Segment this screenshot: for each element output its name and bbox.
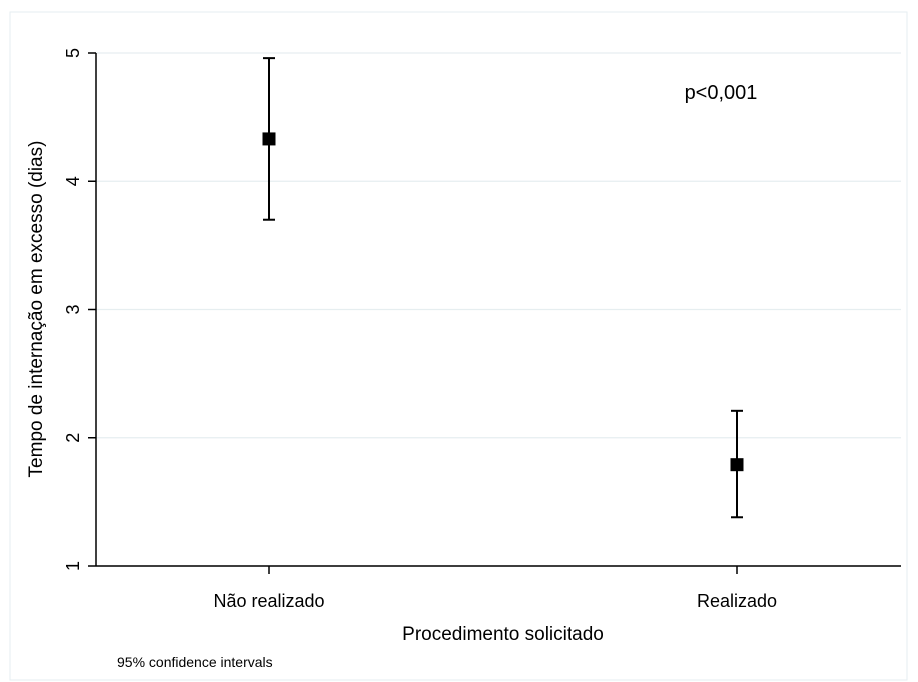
y-tick-label-3: 3 bbox=[63, 304, 83, 314]
y-tick-label-2: 2 bbox=[63, 433, 83, 443]
y-tick-label-5: 5 bbox=[63, 48, 83, 58]
data-point-0 bbox=[262, 132, 276, 146]
x-tick-label-0: Não realizado bbox=[213, 591, 324, 611]
data-point-1 bbox=[730, 458, 744, 472]
p-value-annotation: p<0,001 bbox=[685, 82, 758, 104]
plot-frame bbox=[9, 11, 908, 681]
confidence-note: 95% confidence intervals bbox=[117, 654, 273, 670]
axes: 1 2 3 4 5 Não realizado Realizado bbox=[63, 48, 901, 611]
y-tick-label-4: 4 bbox=[63, 176, 83, 186]
x-tick-label-1: Realizado bbox=[697, 591, 777, 611]
data-marks bbox=[262, 57, 744, 519]
y-axis-label: Tempo de internação em excesso (dias) bbox=[26, 141, 47, 478]
x-axis-label: Procedimento solicitado bbox=[402, 624, 604, 645]
y-tick-label-1: 1 bbox=[63, 561, 83, 571]
